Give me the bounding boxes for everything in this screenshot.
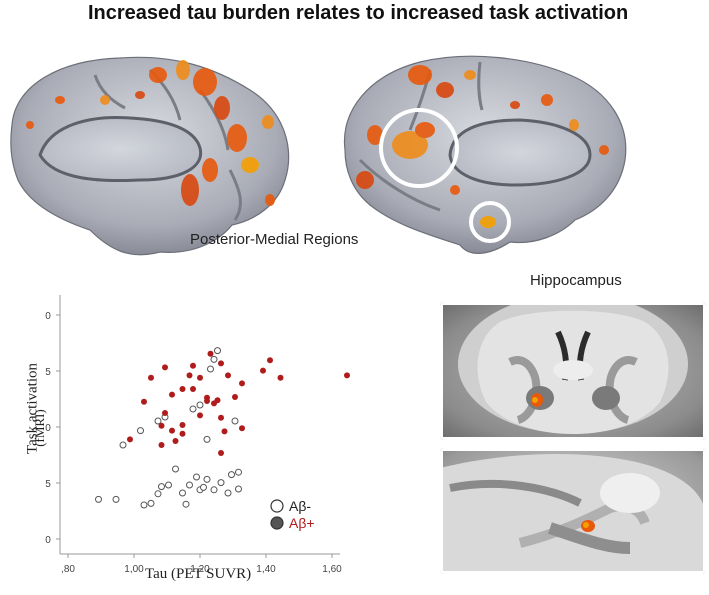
y-tick-label: 0 (45, 535, 51, 546)
data-point-abeta-negative (179, 489, 186, 497)
data-point-abeta-negative (207, 365, 214, 373)
data-point-abeta-negative (154, 417, 162, 425)
legend-label-abeta-pos: Aβ+ (289, 515, 315, 531)
scatter-plot: ,80 1,00 1,20 1,40 1,60 0 5 0 5 0 Aβ- Aβ+ (45, 295, 350, 575)
data-point-abeta-negative (235, 485, 242, 493)
x-tick-label: 1,20 (190, 564, 210, 575)
series-abeta-negative (95, 347, 242, 509)
data-point-abeta-positive (186, 372, 193, 379)
data-point-abeta-negative (112, 495, 120, 503)
series-abeta-positive (127, 350, 350, 456)
data-point-abeta-negative (189, 405, 197, 413)
data-point-abeta-negative (196, 401, 204, 409)
data-point-abeta-positive (169, 427, 175, 434)
y-tick-label: 0 (45, 423, 51, 434)
data-point-abeta-negative (140, 501, 148, 509)
data-point-abeta-negative (182, 500, 190, 508)
data-point-abeta-positive (207, 350, 214, 357)
data-point-abeta-positive (169, 391, 175, 398)
data-point-abeta-negative (210, 355, 218, 363)
data-point-abeta-negative (147, 499, 155, 507)
data-point-abeta-negative (224, 489, 232, 497)
x-tick-label: 1,40 (256, 564, 276, 575)
y-tick-label: 0 (45, 311, 51, 322)
y-tick-label: 5 (45, 367, 51, 378)
data-point-abeta-positive (141, 398, 147, 405)
data-point-abeta-positive (179, 430, 186, 437)
data-point-abeta-negative (119, 441, 127, 449)
data-point-abeta-positive (197, 374, 203, 381)
data-point-abeta-positive (221, 428, 228, 435)
data-point-abeta-positive (158, 422, 165, 429)
data-point-abeta-negative (200, 483, 207, 491)
plot-legend: Aβ- Aβ+ (270, 498, 315, 531)
data-point-abeta-negative (203, 435, 211, 443)
data-point-abeta-negative (186, 481, 193, 489)
data-point-abeta-negative (210, 486, 218, 494)
x-tick-label: ,80 (61, 564, 75, 575)
mri-sagittal-slice (440, 448, 706, 574)
x-tick-label: 1,00 (124, 564, 144, 575)
brain-surfaces (10, 55, 627, 256)
data-point-abeta-negative (203, 475, 211, 483)
data-point-abeta-positive (162, 410, 168, 416)
highlight-circle-hippocampal (469, 201, 511, 243)
legend-marker-abeta-pos (270, 516, 284, 530)
data-point-abeta-positive (190, 362, 196, 369)
hippocampus-panel-label: Hippocampus (530, 272, 622, 289)
data-point-abeta-positive (211, 400, 217, 407)
data-point-abeta-positive (127, 436, 133, 443)
data-point-abeta-positive (172, 438, 179, 444)
data-point-abeta-positive (190, 386, 196, 392)
highlight-circle-posterior (379, 108, 459, 188)
data-point-abeta-negative (217, 479, 225, 487)
data-point-abeta-positive (239, 425, 245, 432)
data-point-abeta-positive (218, 360, 224, 367)
data-point-abeta-positive (277, 374, 284, 381)
right-hemisphere (343, 55, 627, 254)
data-point-abeta-positive (218, 450, 224, 456)
data-point-abeta-negative (193, 473, 200, 481)
left-hemisphere (10, 56, 290, 256)
y-axis-unit-label: (fMRI) (32, 409, 47, 447)
data-point-abeta-positive (260, 367, 266, 374)
data-point-abeta-positive (162, 364, 168, 371)
data-point-abeta-positive (179, 386, 186, 392)
x-tick-label: 1,60 (322, 564, 342, 575)
data-point-abeta-positive (204, 398, 210, 404)
data-point-abeta-positive (158, 442, 165, 448)
data-point-abeta-negative (158, 483, 165, 491)
x-axis-label: Tau (PET SUVR) (145, 566, 252, 582)
brain-panel-label: Posterior-Medial Regions (190, 231, 359, 248)
data-point-abeta-negative (231, 417, 239, 425)
data-point-abeta-negative (154, 490, 162, 498)
data-point-abeta-positive (232, 394, 238, 400)
data-point-abeta-negative (172, 465, 179, 473)
data-point-abeta-negative (228, 471, 235, 479)
data-point-abeta-positive (218, 414, 224, 421)
mri-coronal-slice (440, 302, 706, 440)
data-point-abeta-positive (267, 357, 273, 364)
data-point-abeta-negative (214, 347, 221, 355)
data-point-abeta-positive (225, 372, 231, 379)
data-point-abeta-negative (165, 481, 172, 489)
legend-label-abeta-neg: Aβ- (289, 498, 311, 514)
data-point-abeta-positive (197, 412, 203, 419)
y-tick-label: 5 (45, 479, 51, 490)
data-point-abeta-negative (95, 495, 102, 503)
data-point-abeta-positive (239, 380, 245, 387)
data-point-abeta-positive (179, 422, 186, 428)
data-point-abeta-positive (344, 372, 350, 379)
data-point-abeta-negative (137, 427, 144, 435)
data-point-abeta-positive (148, 374, 154, 381)
data-point-abeta-negative (235, 468, 242, 476)
figure-title: Increased tau burden relates to increase… (88, 2, 629, 24)
legend-marker-abeta-neg (270, 499, 284, 513)
